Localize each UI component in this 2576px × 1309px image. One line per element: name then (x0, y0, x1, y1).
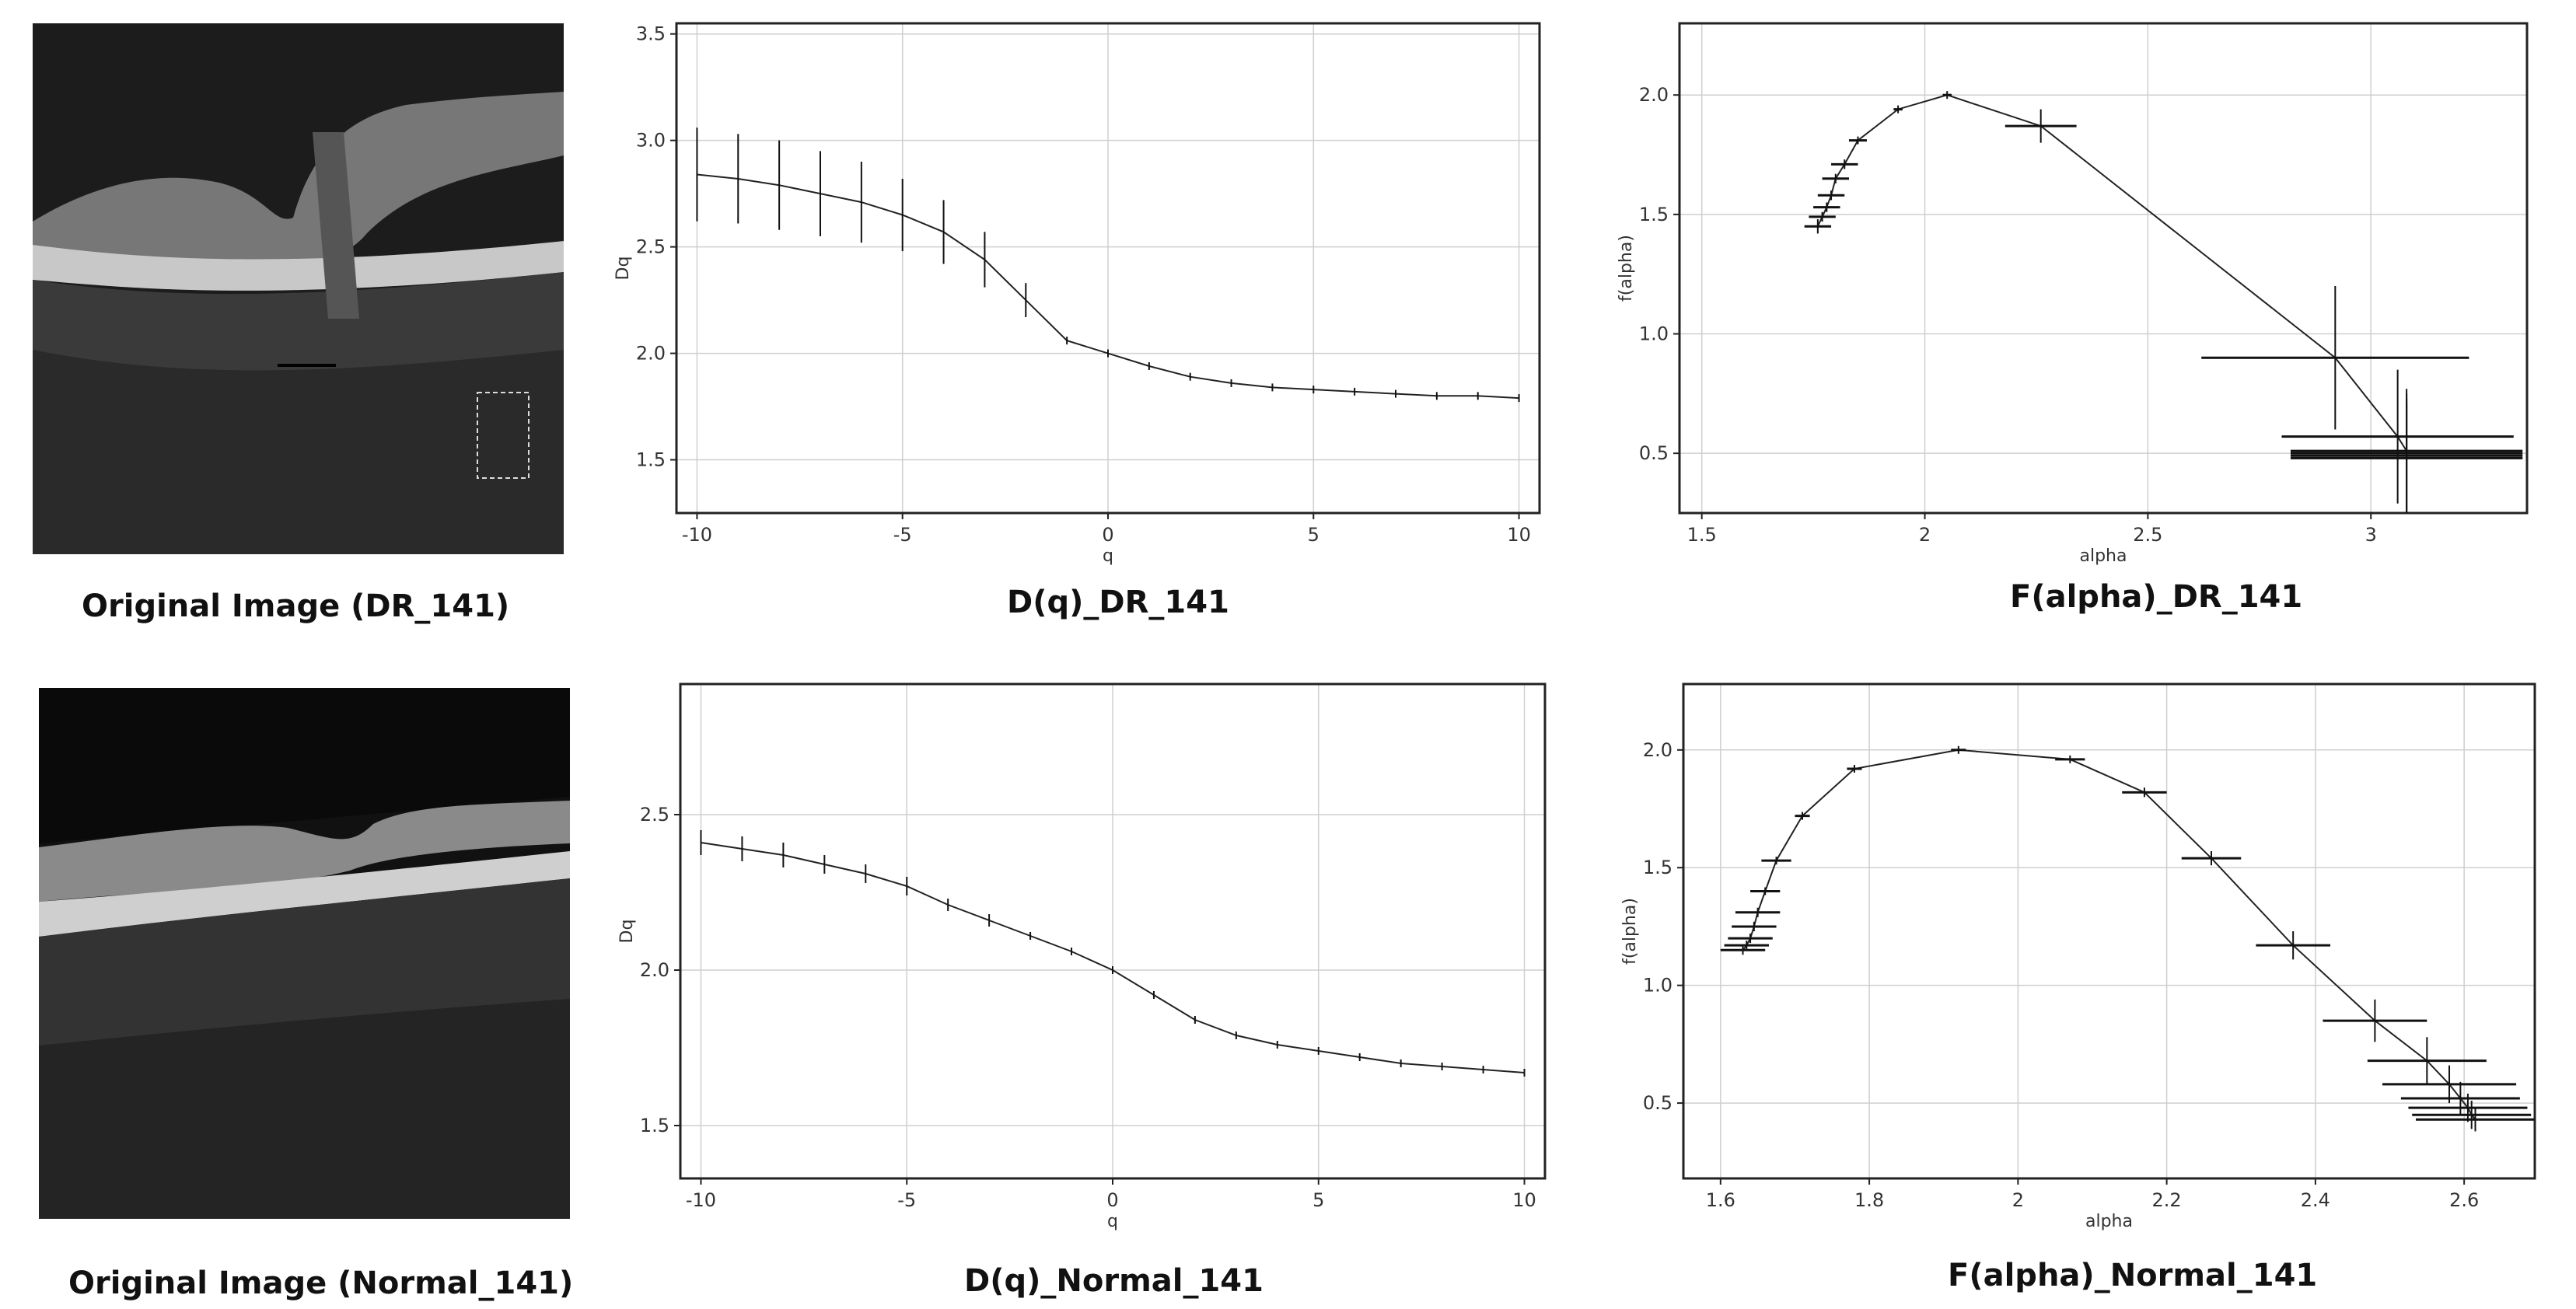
y-tick-label: 0.5 (1639, 442, 1669, 464)
y-tick-label: 3.0 (636, 130, 666, 152)
x-axis-label: q (1107, 1212, 1118, 1231)
x-tick-label: 2.4 (2301, 1189, 2330, 1211)
data-point (2281, 369, 2514, 504)
x-tick-label: 10 (1512, 1189, 1536, 1211)
data-point (2367, 1037, 2487, 1084)
chart-falpha-dr: 1.5 2 2.5 3 0.5 1.0 1.5 2.0 alpha f(alpha) (1610, 16, 2543, 567)
chart-svg: 1.6 1.8 2 2.2 2.4 2.6 0.5 1.0 1.5 2.0 alpha f(alpha… (1620, 682, 2536, 1231)
y-axis-label: f(alpha) (1617, 235, 1636, 302)
data-point (2005, 109, 2077, 143)
caption-original-normal: Original Image (Normal_141) (68, 1265, 574, 1301)
y-tick-label: 2.5 (636, 236, 666, 258)
x-tick-label: 5 (1312, 1189, 1324, 1211)
data-point (1809, 211, 1836, 222)
data-point (1795, 812, 1810, 820)
caption-falpha-normal: F(alpha)_Normal_141 (1948, 1258, 2318, 1293)
data-point (2400, 1081, 2520, 1115)
y-axis-label: f(alpha) (1620, 898, 1640, 965)
y-tick-label: 1.5 (1643, 857, 1672, 878)
data-point (1893, 105, 1903, 113)
y-tick-label: 1.5 (640, 1115, 669, 1136)
x-tick-label: 0 (1106, 1189, 1118, 1211)
y-tick-label: 2.0 (1639, 84, 1669, 106)
data-point (1817, 190, 1845, 201)
x-tick-label: 2.6 (2449, 1189, 2479, 1211)
y-tick-label: 1.5 (636, 449, 666, 471)
data-point (1804, 219, 1832, 234)
data-point (1822, 173, 1849, 183)
y-tick-label: 2.5 (640, 804, 669, 826)
x-tick-label: 2 (2012, 1189, 2024, 1211)
data-point (1942, 91, 1952, 99)
caption-dq-dr: D(q)_DR_141 (1007, 585, 1229, 620)
original-image-normal (39, 688, 570, 1219)
data-point (2290, 403, 2523, 513)
y-tick-label: 3.5 (636, 23, 666, 45)
chart-dq-dr: -10 -5 0 5 10 1.5 2.0 2.5 3.0 3.5 q Dq (606, 16, 1555, 567)
chart-svg: -10 -5 0 5 10 1.5 2.0 2.5 q Dq (617, 682, 1547, 1231)
caption-falpha-dr: F(alpha)_DR_141 (2010, 579, 2303, 615)
caption-original-dr: Original Image (DR_141) (82, 588, 510, 624)
x-tick-label: 10 (1507, 524, 1531, 546)
y-axis-label: Dq (613, 257, 633, 281)
data-point (2382, 1065, 2517, 1104)
data-point (1847, 765, 1862, 773)
data-point (2412, 1101, 2532, 1129)
plot-frame (1678, 22, 2529, 515)
y-axis-label: Dq (617, 920, 637, 944)
x-tick-label: 2 (1919, 524, 1931, 546)
data-point (1732, 921, 1777, 931)
data-point (1761, 857, 1791, 865)
data-point (2256, 931, 2331, 960)
data-point (1951, 745, 1966, 754)
chart-falpha-normal: 1.6 1.8 2 2.2 2.4 2.6 0.5 1.0 1.5 2.0 alpha f(alpha… (1613, 676, 2550, 1233)
data-point (1849, 136, 1867, 145)
series-line (1816, 94, 2408, 459)
x-tick-label: 1.6 (1706, 1189, 1735, 1211)
x-tick-label: 3 (2365, 524, 2377, 546)
data-point (1724, 941, 1769, 951)
data-point (1728, 934, 1773, 944)
data-point (1813, 202, 1840, 212)
plot-frame (1682, 682, 2536, 1180)
series-line (1742, 749, 2476, 1120)
data-point (1831, 159, 1858, 169)
caption-dq-normal: D(q)_Normal_141 (964, 1263, 1264, 1299)
data-point (2055, 755, 2085, 763)
x-tick-label: 1.5 (1687, 524, 1717, 546)
x-axis-label: alpha (2080, 546, 2127, 566)
x-tick-label: -5 (897, 1189, 916, 1211)
y-tick-label: 1.0 (1643, 975, 1672, 997)
chart-svg: 1.5 2 2.5 3 0.5 1.0 1.5 2.0 alpha f(alpha) (1617, 22, 2529, 566)
data-point (2122, 787, 2167, 798)
x-axis-label: q (1103, 546, 1113, 566)
y-tick-label: 0.5 (1643, 1092, 1672, 1114)
y-tick-label: 2.0 (636, 343, 666, 365)
chart-svg: -10 -5 0 5 10 1.5 2.0 2.5 3.0 3.5 q Dq (613, 22, 1541, 566)
x-tick-label: 2.2 (2152, 1189, 2182, 1211)
data-point (1735, 907, 1781, 917)
x-tick-label: -5 (893, 524, 912, 546)
y-tick-label: 2.0 (640, 959, 669, 981)
x-tick-label: 1.8 (1854, 1189, 1884, 1211)
data-point (2181, 851, 2242, 866)
y-tick-label: 1.5 (1639, 204, 1669, 225)
x-tick-label: 5 (1308, 524, 1319, 546)
x-tick-label: -10 (682, 524, 712, 546)
data-point (1750, 887, 1781, 895)
x-axis-label: alpha (2085, 1212, 2133, 1231)
x-tick-label: 0 (1102, 524, 1113, 546)
data-point (2323, 999, 2427, 1042)
y-tick-label: 1.0 (1639, 323, 1669, 345)
data-point (2408, 1093, 2528, 1122)
data-point (2201, 286, 2469, 430)
data-point (2415, 1108, 2535, 1132)
y-tick-label: 2.0 (1643, 739, 1672, 761)
chart-dq-normal: -10 -5 0 5 10 1.5 2.0 2.5 q Dq (610, 676, 1561, 1233)
x-tick-label: -10 (686, 1189, 716, 1211)
original-image-dr (33, 23, 564, 554)
x-tick-label: 2.5 (2133, 524, 2162, 546)
data-point (1720, 945, 1766, 955)
